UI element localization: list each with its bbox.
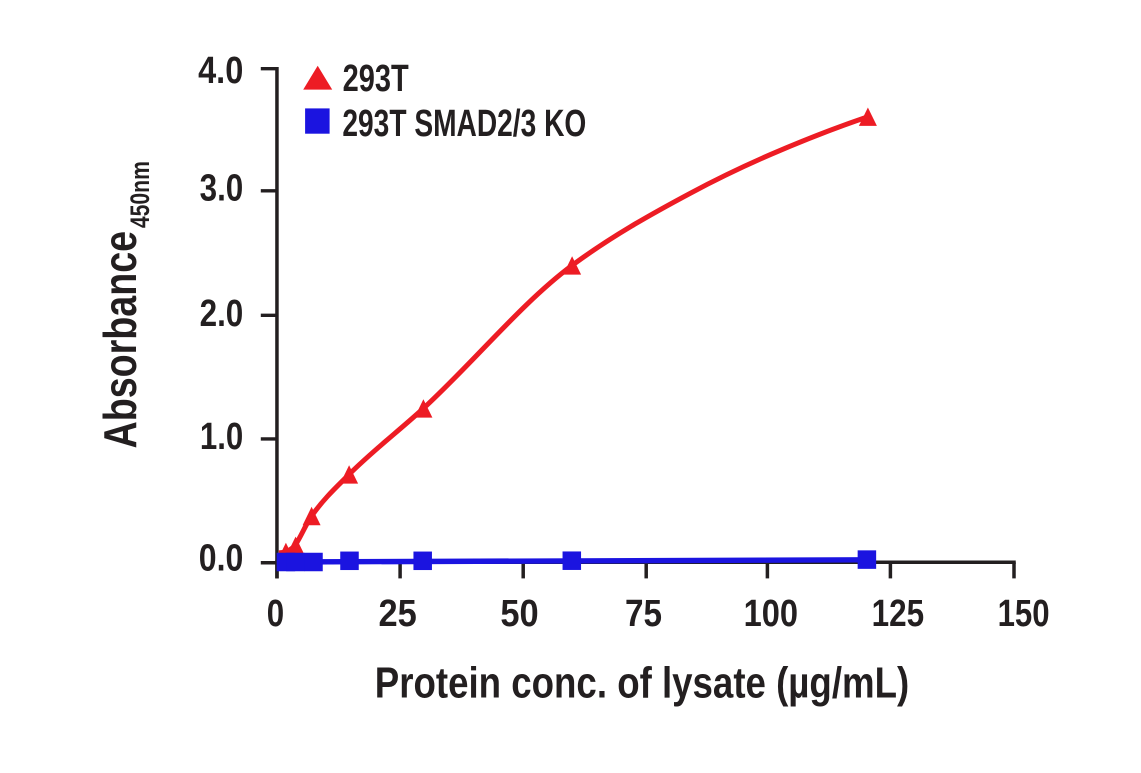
- svg-text:50: 50: [500, 592, 538, 635]
- svg-text:0: 0: [267, 592, 284, 635]
- svg-text:75: 75: [625, 592, 662, 635]
- svg-text:293T SMAD2/3 KO: 293T SMAD2/3 KO: [342, 102, 586, 145]
- svg-text:0.0: 0.0: [199, 536, 244, 579]
- svg-text:Absorbance: Absorbance: [94, 231, 146, 449]
- svg-text:25: 25: [378, 592, 416, 635]
- svg-text:150: 150: [998, 592, 1050, 635]
- svg-text:293T: 293T: [343, 57, 409, 100]
- svg-text:1.0: 1.0: [200, 415, 243, 458]
- svg-text:Protein conc. of lysate (µg/mL: Protein conc. of lysate (µg/mL): [375, 659, 909, 708]
- svg-text:125: 125: [872, 592, 925, 635]
- svg-text:4.0: 4.0: [198, 49, 243, 92]
- svg-text:450nm: 450nm: [124, 161, 155, 228]
- svg-text:2.0: 2.0: [200, 292, 244, 335]
- svg-text:100: 100: [744, 592, 798, 635]
- svg-text:3.0: 3.0: [200, 167, 244, 210]
